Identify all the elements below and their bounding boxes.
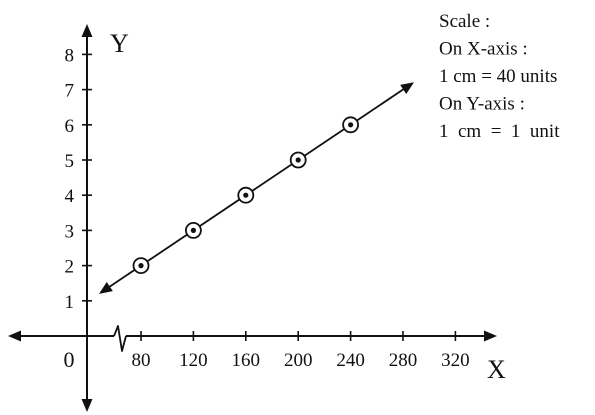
y-tick-label: 6 [65,116,75,137]
scale-note: Scale : On X-axis : 1 cm = 40 units On Y-ax… [439,11,560,142]
x-tick-label: 80 [132,350,151,371]
y-tick-label: 7 [65,81,75,102]
x-axis-arrow-left [8,330,21,342]
origin-label: 0 [64,347,75,372]
data-point [190,227,196,233]
data-point [295,157,301,163]
scale-note-line: On X-axis : [439,39,528,60]
y-tick-label: 8 [65,45,75,66]
y-axis-arrow-up [81,24,93,37]
scale-note-line: Scale : [439,11,490,32]
scale-note-line: On Y-axis : [439,94,525,115]
x-tick-label: 280 [389,350,418,371]
x-tick-label: 240 [336,350,365,371]
y-tick-label: 1 [65,292,75,313]
axis-labels: X Y 0 [64,29,507,384]
data-point [138,263,144,269]
ticks: 80 120 160 200 240 280 320 1 2 3 4 5 6 7 8 [65,45,470,371]
y-axis-arrow-down [81,399,93,412]
scale-note-line: 1 cm = 40 units [439,66,557,87]
x-tick-label: 120 [179,350,208,371]
data-point [243,192,249,198]
scale-note-line: 1 cm = 1 unit [439,121,560,142]
series [99,82,414,294]
y-tick-label: 5 [65,151,75,172]
axes [8,24,497,412]
series-line [108,88,405,288]
x-axis-arrow-right [484,330,497,342]
y-tick-label: 4 [65,186,75,207]
y-tick-label: 2 [65,257,75,278]
x-axis-name: X [487,355,506,384]
series-arrow-end [400,82,414,95]
x-tick-label: 320 [441,350,470,371]
x-tick-label: 200 [284,350,313,371]
series-arrow-start [99,281,113,294]
data-point [348,122,354,128]
y-axis-name: Y [110,29,129,58]
y-tick-label: 3 [65,221,75,242]
x-tick-label: 160 [232,350,261,371]
x-axis-break [113,325,127,352]
